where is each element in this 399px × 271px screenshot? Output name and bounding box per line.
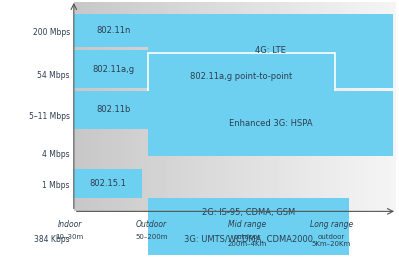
Text: 200 Mbps: 200 Mbps <box>33 28 70 37</box>
Text: 5–11 Mbps: 5–11 Mbps <box>29 112 70 121</box>
Text: Outdoor: Outdoor <box>136 220 167 228</box>
Bar <box>148 14 393 88</box>
Text: Indoor: Indoor <box>57 220 82 228</box>
Bar <box>74 50 154 88</box>
Text: 3G: UMTS/WCDMA, CDMA2000: 3G: UMTS/WCDMA, CDMA2000 <box>184 235 313 244</box>
Bar <box>148 91 393 156</box>
Bar <box>148 53 335 100</box>
Text: 1 Mbps: 1 Mbps <box>42 181 70 190</box>
Text: 4G: LTE: 4G: LTE <box>255 46 286 55</box>
Text: 4 Mbps: 4 Mbps <box>42 150 70 159</box>
Bar <box>148 225 349 255</box>
Text: Enhanced 3G: HSPA: Enhanced 3G: HSPA <box>229 119 312 128</box>
Text: Mid range: Mid range <box>228 220 267 228</box>
Text: 2G: IS-95, CDMA, GSM: 2G: IS-95, CDMA, GSM <box>202 208 295 217</box>
Text: 802.11a,g point-to-point: 802.11a,g point-to-point <box>190 72 292 81</box>
Text: 802.11b: 802.11b <box>97 105 131 114</box>
Text: Long range: Long range <box>310 220 353 228</box>
Bar <box>74 169 142 198</box>
Text: outdoor
200m–4Km: outdoor 200m–4Km <box>228 234 267 247</box>
Bar <box>148 198 349 226</box>
Bar <box>74 14 154 47</box>
Text: outdoor
5Km–20Km: outdoor 5Km–20Km <box>312 234 351 247</box>
Bar <box>74 91 154 129</box>
Text: 802.15.1: 802.15.1 <box>89 179 126 188</box>
Text: 50–200m: 50–200m <box>135 234 168 240</box>
Text: 802.11n: 802.11n <box>97 26 131 35</box>
Text: 10–30m: 10–30m <box>56 234 84 240</box>
Text: 384 Kbps: 384 Kbps <box>34 235 70 244</box>
Text: 54 Mbps: 54 Mbps <box>38 71 70 80</box>
Text: 802.11a,g: 802.11a,g <box>93 64 135 74</box>
